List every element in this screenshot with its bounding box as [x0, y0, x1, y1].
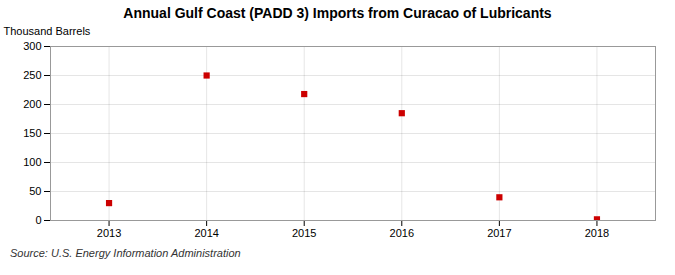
svg-text:250: 250: [23, 69, 41, 81]
svg-text:2013: 2013: [97, 227, 121, 239]
svg-text:2018: 2018: [585, 227, 609, 239]
svg-text:0: 0: [35, 214, 41, 226]
svg-text:300: 300: [23, 40, 41, 52]
svg-text:2015: 2015: [292, 227, 316, 239]
svg-text:Thousand Barrels: Thousand Barrels: [4, 25, 91, 37]
svg-text:2017: 2017: [487, 227, 511, 239]
svg-text:50: 50: [29, 185, 41, 197]
html-text:Annual Gulf Coast (PADD 3) Imp: Annual Gulf Coast (PADD 3) Imports from …: [123, 5, 552, 21]
svg-text:150: 150: [23, 127, 41, 139]
svg-text:2014: 2014: [194, 227, 218, 239]
html-text:Source: U.S. Energy Informatio: Source: U.S. Energy Information Administ…: [10, 247, 241, 259]
svg-text:2016: 2016: [390, 227, 414, 239]
svg-text:100: 100: [23, 156, 41, 168]
svg-text:200: 200: [23, 98, 41, 110]
